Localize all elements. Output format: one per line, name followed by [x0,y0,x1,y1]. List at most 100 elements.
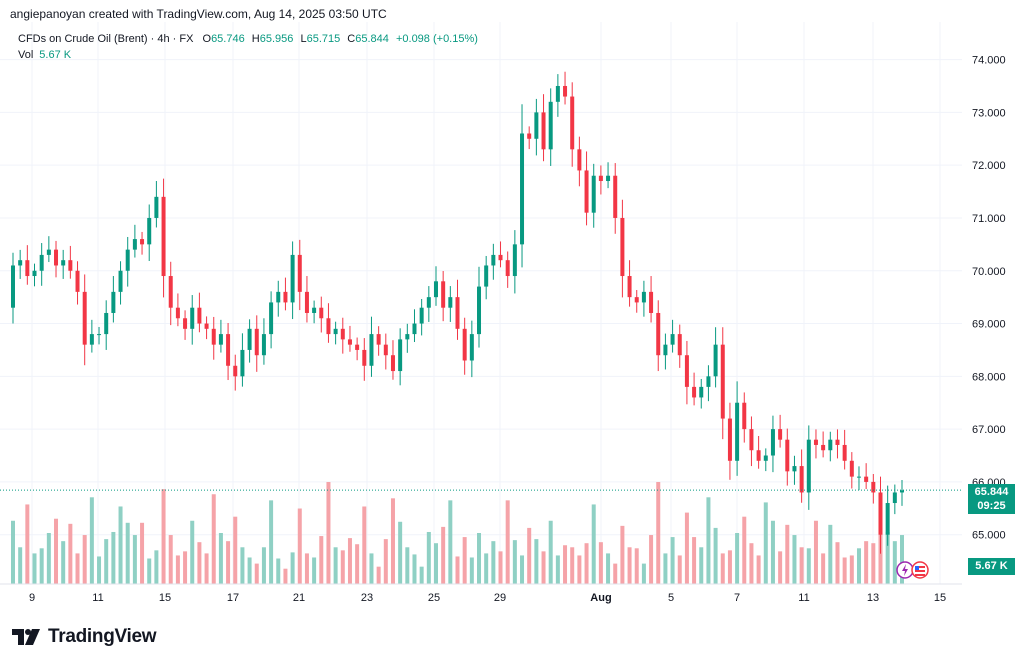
volume-bar [763,502,768,584]
volume-bar [419,566,424,584]
candle-body [319,307,324,319]
candle-body [211,328,216,345]
close-label: C [347,33,356,45]
price-tick-label: 74.000 [972,55,1006,67]
symbol-legend[interactable]: CFDs on Crude Oil (Brent) · 4h · FX O65.… [18,33,478,45]
candle-body [813,439,818,445]
candle-body [835,439,840,445]
volume-bar [448,500,453,584]
volume-bar [900,535,904,584]
volume-bar [713,527,718,584]
volume-bar [649,535,654,584]
candle-body [161,196,166,277]
candle-body [204,323,209,329]
tradingview-logo[interactable]: TradingView [12,626,157,648]
volume-bar [792,535,797,584]
candle-body [61,260,66,266]
close-value: 65.844 [355,33,389,45]
candle-body [197,307,202,324]
candle-body [677,334,682,356]
candle-body [512,244,517,277]
candle-body [692,386,697,398]
candle-body [312,307,317,313]
candle-body [54,249,59,266]
candle-body [304,291,309,313]
low-value: 65.715 [306,33,341,45]
volume-bar [190,520,195,584]
volume-bar [118,506,123,584]
volume-bar [692,537,697,584]
volume-bar [369,553,374,584]
time-tick-label: 5 [668,592,674,604]
volume-label: Vol [18,49,34,61]
symbol-name[interactable]: CFDs on Crude Oil (Brent) · 4h · FX [18,33,194,45]
candle-body [118,270,123,292]
candle-body [627,276,632,298]
volume-bar [641,563,646,584]
volume-bar [871,543,876,584]
volume-bar [39,548,44,584]
candle-body [240,349,245,377]
volume-bar [125,522,130,584]
candle-body [233,365,238,377]
time-tick-label: 11 [92,592,103,604]
volume-bar [333,547,338,584]
candle-body [656,312,661,356]
lightning-icon [902,564,908,576]
volume-bar [390,498,395,584]
candle-body [727,418,732,461]
candle-body [18,260,23,266]
volume-bar [620,525,625,584]
volume-tag: 5.67 K [968,558,1015,575]
candle-body [871,481,876,493]
tradingview-logo-icon [12,629,40,645]
chart-credit: angiepanoyan created with TradingView.co… [10,7,387,21]
candle-body [491,254,496,266]
candle-body [856,476,861,478]
candle-body [405,334,410,340]
high-label: H [251,33,260,45]
volume-bar [520,555,525,584]
volume-bar [304,553,309,584]
high-value: 65.956 [259,33,294,45]
volume-bar [111,531,116,584]
price-axis[interactable]: 65.00066.00067.00068.00069.00070.00071.0… [972,55,1006,542]
candle-body [355,344,360,350]
candle-body [598,175,603,182]
candle-body [340,328,345,340]
time-tick-label: 29 [494,592,506,604]
candle-body [828,439,833,451]
candle-body [799,466,804,493]
candle-body [433,281,438,298]
candle-body [713,344,718,377]
candle-body [132,239,137,250]
price-tick-label: 68.000 [972,371,1006,383]
volume-bar [54,518,59,584]
candle-body [900,490,904,493]
volume-bar [806,548,811,584]
time-tick-label: 21 [293,592,305,604]
volume-bar [799,547,804,584]
candle-body [25,260,30,277]
volume-bar [749,543,754,584]
candle-body [555,85,560,102]
volume-legend[interactable]: Vol 5.67 K [18,49,71,61]
candle-body [154,196,159,218]
candle-body [663,344,668,356]
candle-body [864,476,869,482]
price-tick-label: 73.000 [972,107,1006,119]
volume-bar [699,547,704,584]
volume-bar [154,550,159,584]
volume-bar [441,526,446,584]
volume-bar [405,547,410,584]
event-icons[interactable] [896,561,929,579]
brand-name: TradingView [48,626,157,647]
volume-bar [168,535,173,584]
price-tick-label: 67.000 [972,424,1006,436]
time-axis[interactable]: 9 11 15 17 21 23 25 29 Aug 5 7 11 13 15 [29,592,946,604]
candle-body [606,175,611,182]
candle-body [749,429,754,451]
candle-body [290,254,295,303]
candle-body [613,175,618,218]
